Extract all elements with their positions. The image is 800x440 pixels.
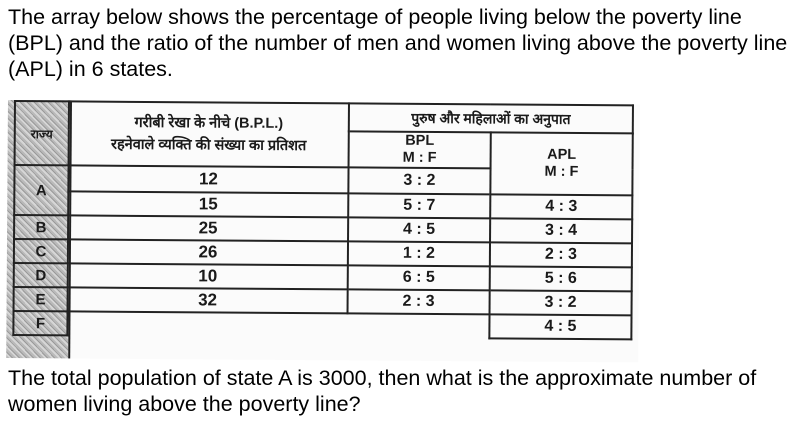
question-intro: The array below shows the percentage of … bbox=[8, 5, 788, 81]
header-bpl-percent-line2: रहनेवाले व्यक्ति की संख्या का प्रतिशत bbox=[110, 136, 307, 155]
header-bpl-percent: गरीबी रेखा के नीचे (B.P.L.) रहनेवाले व्य… bbox=[68, 101, 349, 168]
cell-bpl-percent: 15 bbox=[68, 191, 349, 218]
cell-bpl-ratio: 2 : 3 bbox=[347, 289, 490, 315]
cell-apl-ratio: 5 : 6 bbox=[489, 266, 632, 292]
cell-bpl-percent: 25 bbox=[68, 215, 349, 242]
scanned-table-image: राज्य गरीबी रेखा के नीचे (B.P.L.) रहनेवा… bbox=[6, 100, 640, 363]
header-ratio: पुरुष और महिलाओं का अनुपात bbox=[348, 103, 633, 134]
cell-state: B bbox=[14, 215, 69, 240]
header-bpl-mf: M : F bbox=[402, 149, 437, 166]
cell-state: C bbox=[13, 239, 69, 264]
table-row: F 4 : 5 bbox=[13, 311, 632, 340]
header-bpl-label: BPL bbox=[405, 132, 435, 149]
header-apl-label: APL bbox=[547, 146, 577, 163]
cell-bpl-ratio: 3 : 2 bbox=[348, 167, 491, 195]
header-apl-mf: M : F bbox=[544, 163, 579, 180]
cell-bpl-ratio: 1 : 2 bbox=[347, 241, 491, 267]
cell-apl-ratio: 3 : 4 bbox=[490, 218, 633, 244]
cell-bpl-ratio: 5 : 7 bbox=[348, 193, 491, 219]
cell-apl-ratio: 3 : 2 bbox=[489, 290, 632, 316]
empty-cell bbox=[67, 311, 347, 337]
cell-bpl-percent: 26 bbox=[67, 239, 349, 266]
cell-bpl-ratio: 6 : 5 bbox=[347, 265, 490, 291]
empty-cell bbox=[347, 313, 489, 338]
header-apl: APL M : F bbox=[490, 132, 633, 196]
cell-apl-ratio: 4 : 3 bbox=[490, 194, 633, 220]
cell-bpl-percent: 12 bbox=[68, 165, 349, 194]
data-table: राज्य गरीबी रेखा के नीचे (B.P.L.) रहनेवा… bbox=[12, 100, 634, 340]
table-header-row: राज्य गरीबी रेखा के नीचे (B.P.L.) रहनेवा… bbox=[14, 101, 633, 168]
header-bpl: BPL M : F bbox=[348, 131, 491, 169]
cell-bpl-percent: 10 bbox=[67, 263, 348, 290]
cell-state: A bbox=[14, 165, 69, 216]
cell-apl-ratio: 4 : 5 bbox=[489, 314, 632, 340]
cell-bpl-ratio: 4 : 5 bbox=[348, 217, 491, 243]
cell-state: E bbox=[13, 287, 68, 312]
cell-apl-ratio: 2 : 3 bbox=[489, 242, 633, 268]
cell-state: F bbox=[13, 311, 68, 336]
cell-bpl-percent: 32 bbox=[67, 287, 348, 314]
question-text: The total population of state A is 3000,… bbox=[8, 366, 757, 416]
cell-state: D bbox=[13, 263, 68, 288]
header-bpl-percent-line1: गरीबी रेखा के नीचे (B.P.L.) bbox=[134, 114, 284, 132]
header-state: राज्य bbox=[14, 101, 69, 166]
